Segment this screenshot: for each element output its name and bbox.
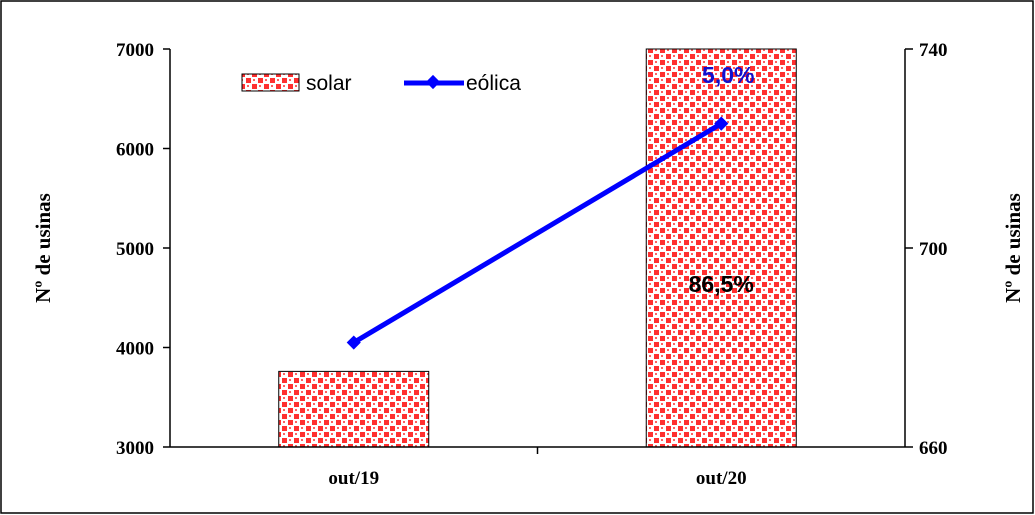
- x-axis-tick-label: out/19: [328, 468, 379, 489]
- legend-label-solar: solar: [306, 72, 352, 95]
- line-eolica: [352, 121, 723, 345]
- legend-swatch-solar: [241, 73, 300, 92]
- point-eolica-out/19: [346, 335, 361, 350]
- y-axis-title-right: Nº de usinas: [1001, 193, 1025, 303]
- legend-swatch-eolica-marker: [425, 74, 441, 90]
- y-axis-title-left: Nº de usinas: [31, 193, 55, 303]
- left-axis-tick-label: 4000: [116, 339, 154, 360]
- bars-layer: [278, 48, 797, 448]
- x-axis-tick-label: out/20: [696, 468, 747, 489]
- legend: solar eólica: [241, 72, 521, 95]
- bar-solar-out/20: [645, 48, 797, 448]
- left-axis-tick-label: 5000: [116, 239, 154, 260]
- annotation-layer: 86,5% 5,0%: [689, 62, 755, 297]
- bar-solar-out/19: [278, 370, 430, 448]
- annotation-eolica-pct: 5,0%: [702, 62, 754, 88]
- right-axis-tick-label: 660: [919, 438, 948, 459]
- line-layer: [346, 116, 729, 350]
- left-axis-tick-label: 7000: [116, 40, 154, 61]
- right-axis-tick-label: 700: [919, 239, 948, 260]
- ticks-layer: 3000 4000 5000 6000 7000 660 700 740 out/19 out/2…: [116, 40, 948, 489]
- left-axis-tick-label: 6000: [116, 140, 154, 161]
- legend-label-eolica: eólica: [466, 72, 521, 95]
- left-axis-tick-label: 3000: [116, 438, 154, 459]
- annotation-solar-pct: 86,5%: [689, 271, 754, 297]
- right-axis-tick-label: 740: [919, 40, 948, 61]
- point-eolica-out/20: [714, 116, 729, 131]
